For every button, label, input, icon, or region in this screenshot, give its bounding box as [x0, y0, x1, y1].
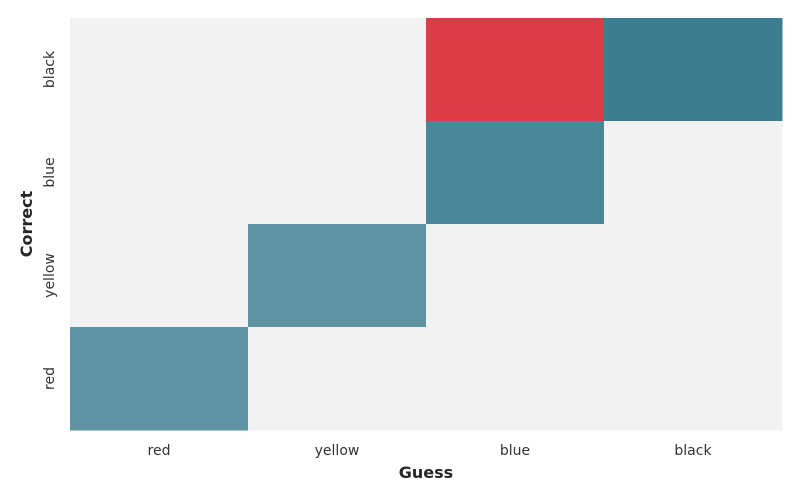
y-tick-label-red: red	[42, 367, 58, 390]
x-tick-label-blue: blue	[500, 443, 530, 459]
y-tick-label-blue: blue	[42, 157, 58, 187]
heatmap-cell-red-blue	[426, 327, 605, 431]
x-tick-labels: red yellow blue black	[148, 443, 713, 459]
heatmap-cell-yellow-yellow	[248, 224, 427, 328]
y-tick-label-yellow: yellow	[42, 253, 58, 298]
heatmap-cell-black-yellow	[248, 18, 427, 122]
y-tick-labels: black blue yellow red	[42, 50, 58, 390]
x-tick-label-red: red	[148, 443, 171, 459]
heatmap-cells	[70, 18, 783, 431]
heatmap-cell-blue-yellow	[248, 121, 427, 225]
heatmap-cell-black-black	[604, 18, 783, 122]
heatmap-cell-black-red	[70, 18, 249, 122]
heatmap-cell-red-red	[70, 327, 249, 431]
heatmap-cell-yellow-black	[604, 224, 783, 328]
y-tick-label-black: black	[42, 50, 58, 88]
heatmap-cell-black-blue	[426, 18, 605, 122]
x-tick-label-black: black	[674, 443, 712, 459]
heatmap-cell-blue-blue	[426, 121, 605, 225]
heatmap-cell-red-yellow	[248, 327, 427, 431]
y-axis-title: Correct	[17, 190, 36, 257]
heatmap-cell-blue-black	[604, 121, 783, 225]
heatmap-cell-red-black	[604, 327, 783, 431]
heatmap-cell-blue-red	[70, 121, 249, 225]
heatmap-cell-yellow-blue	[426, 224, 605, 328]
x-axis-title: Guess	[399, 463, 453, 482]
heatmap-cell-yellow-red	[70, 224, 249, 328]
x-tick-label-yellow: yellow	[315, 443, 360, 459]
